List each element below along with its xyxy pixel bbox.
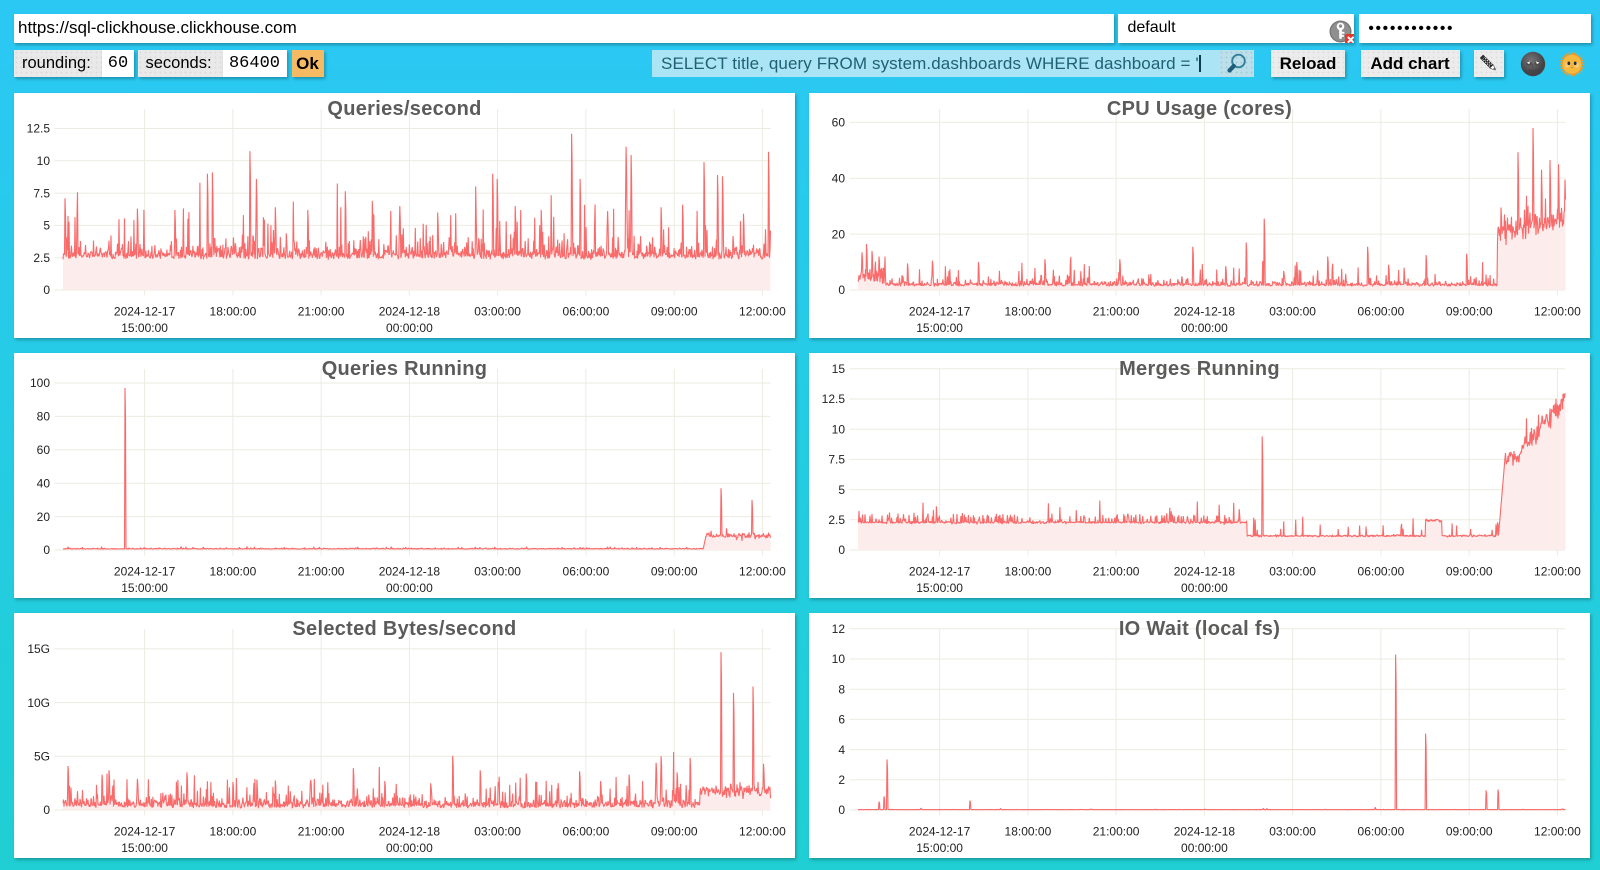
svg-text:5: 5 xyxy=(838,483,845,497)
svg-text:2024-12-17: 2024-12-17 xyxy=(909,565,971,579)
svg-text:20: 20 xyxy=(37,510,51,524)
svg-text:03:00:00: 03:00:00 xyxy=(1269,825,1316,839)
svg-text:40: 40 xyxy=(37,476,51,490)
svg-text:2024-12-18: 2024-12-18 xyxy=(1174,305,1236,319)
svg-text:03:00:00: 03:00:00 xyxy=(1269,565,1316,579)
svg-text:00:00:00: 00:00:00 xyxy=(1181,321,1228,335)
svg-text:12.5: 12.5 xyxy=(822,392,846,406)
svg-text:2024-12-17: 2024-12-17 xyxy=(114,305,176,319)
svg-text:8: 8 xyxy=(838,682,845,696)
svg-text:09:00:00: 09:00:00 xyxy=(651,305,698,319)
svg-text:15:00:00: 15:00:00 xyxy=(121,841,168,855)
svg-text:00:00:00: 00:00:00 xyxy=(386,841,433,855)
svg-text:10G: 10G xyxy=(27,696,50,710)
svg-text:00:00:00: 00:00:00 xyxy=(1181,841,1228,855)
svg-text:2: 2 xyxy=(838,773,845,787)
svg-text:0: 0 xyxy=(43,283,50,297)
svg-text:18:00:00: 18:00:00 xyxy=(210,565,257,579)
svg-text:15:00:00: 15:00:00 xyxy=(121,581,168,595)
svg-text:40: 40 xyxy=(832,171,846,185)
svg-text:0: 0 xyxy=(43,803,50,817)
svg-text:21:00:00: 21:00:00 xyxy=(1093,825,1140,839)
svg-text:2024-12-18: 2024-12-18 xyxy=(1174,825,1236,839)
svg-text:10: 10 xyxy=(37,154,51,168)
svg-text:18:00:00: 18:00:00 xyxy=(1005,305,1052,319)
svg-text:15:00:00: 15:00:00 xyxy=(916,581,963,595)
svg-text:09:00:00: 09:00:00 xyxy=(651,565,698,579)
svg-text:21:00:00: 21:00:00 xyxy=(1093,565,1140,579)
svg-text:06:00:00: 06:00:00 xyxy=(563,565,610,579)
svg-text:03:00:00: 03:00:00 xyxy=(474,825,521,839)
svg-text:0: 0 xyxy=(838,283,845,297)
svg-text:2024-12-18: 2024-12-18 xyxy=(379,565,441,579)
svg-text:0: 0 xyxy=(838,803,845,817)
svg-text:6: 6 xyxy=(838,713,845,727)
svg-text:21:00:00: 21:00:00 xyxy=(298,305,345,319)
svg-text:21:00:00: 21:00:00 xyxy=(1093,305,1140,319)
svg-text:12:00:00: 12:00:00 xyxy=(1534,565,1581,579)
svg-text:15: 15 xyxy=(832,362,846,376)
svg-text:12:00:00: 12:00:00 xyxy=(1534,825,1581,839)
svg-text:18:00:00: 18:00:00 xyxy=(1005,565,1052,579)
svg-text:7.5: 7.5 xyxy=(33,186,50,200)
svg-text:21:00:00: 21:00:00 xyxy=(298,565,345,579)
svg-text:18:00:00: 18:00:00 xyxy=(210,825,257,839)
svg-text:5G: 5G xyxy=(34,750,50,764)
svg-text:09:00:00: 09:00:00 xyxy=(1446,305,1493,319)
svg-text:12:00:00: 12:00:00 xyxy=(739,305,786,319)
svg-text:80: 80 xyxy=(37,410,51,424)
svg-text:03:00:00: 03:00:00 xyxy=(474,305,521,319)
svg-text:60: 60 xyxy=(37,443,51,457)
svg-text:15:00:00: 15:00:00 xyxy=(916,841,963,855)
svg-text:06:00:00: 06:00:00 xyxy=(1358,305,1405,319)
svg-text:20: 20 xyxy=(832,227,846,241)
svg-text:21:00:00: 21:00:00 xyxy=(298,825,345,839)
svg-text:00:00:00: 00:00:00 xyxy=(386,581,433,595)
svg-text:2024-12-18: 2024-12-18 xyxy=(379,825,441,839)
svg-text:2024-12-18: 2024-12-18 xyxy=(379,305,441,319)
svg-text:06:00:00: 06:00:00 xyxy=(563,825,610,839)
svg-text:12:00:00: 12:00:00 xyxy=(1534,305,1581,319)
svg-text:12.5: 12.5 xyxy=(27,122,51,136)
svg-text:09:00:00: 09:00:00 xyxy=(651,825,698,839)
svg-text:18:00:00: 18:00:00 xyxy=(210,305,257,319)
svg-text:09:00:00: 09:00:00 xyxy=(1446,825,1493,839)
svg-text:09:00:00: 09:00:00 xyxy=(1446,565,1493,579)
svg-text:10: 10 xyxy=(832,652,846,666)
svg-text:12:00:00: 12:00:00 xyxy=(739,825,786,839)
svg-text:06:00:00: 06:00:00 xyxy=(1358,825,1405,839)
svg-text:100: 100 xyxy=(30,376,50,390)
svg-text:03:00:00: 03:00:00 xyxy=(474,565,521,579)
svg-text:18:00:00: 18:00:00 xyxy=(1005,825,1052,839)
svg-text:2024-12-17: 2024-12-17 xyxy=(909,825,971,839)
svg-text:2024-12-17: 2024-12-17 xyxy=(909,305,971,319)
svg-text:5: 5 xyxy=(43,219,50,233)
svg-text:12: 12 xyxy=(832,622,846,636)
svg-text:7.5: 7.5 xyxy=(828,453,845,467)
svg-text:0: 0 xyxy=(43,543,50,557)
svg-text:0: 0 xyxy=(838,543,845,557)
svg-text:2.5: 2.5 xyxy=(828,513,845,527)
svg-text:2024-12-18: 2024-12-18 xyxy=(1174,565,1236,579)
svg-text:03:00:00: 03:00:00 xyxy=(1269,305,1316,319)
svg-text:4: 4 xyxy=(838,743,845,757)
svg-text:15:00:00: 15:00:00 xyxy=(916,321,963,335)
svg-text:06:00:00: 06:00:00 xyxy=(1358,565,1405,579)
svg-text:12:00:00: 12:00:00 xyxy=(739,565,786,579)
svg-text:2024-12-17: 2024-12-17 xyxy=(114,825,176,839)
svg-text:15:00:00: 15:00:00 xyxy=(121,321,168,335)
svg-text:00:00:00: 00:00:00 xyxy=(1181,581,1228,595)
svg-text:15G: 15G xyxy=(27,642,50,656)
svg-text:2024-12-17: 2024-12-17 xyxy=(114,565,176,579)
svg-text:06:00:00: 06:00:00 xyxy=(563,305,610,319)
svg-text:00:00:00: 00:00:00 xyxy=(386,321,433,335)
svg-text:2.5: 2.5 xyxy=(33,251,50,265)
svg-text:10: 10 xyxy=(832,422,846,436)
svg-text:60: 60 xyxy=(832,116,846,130)
